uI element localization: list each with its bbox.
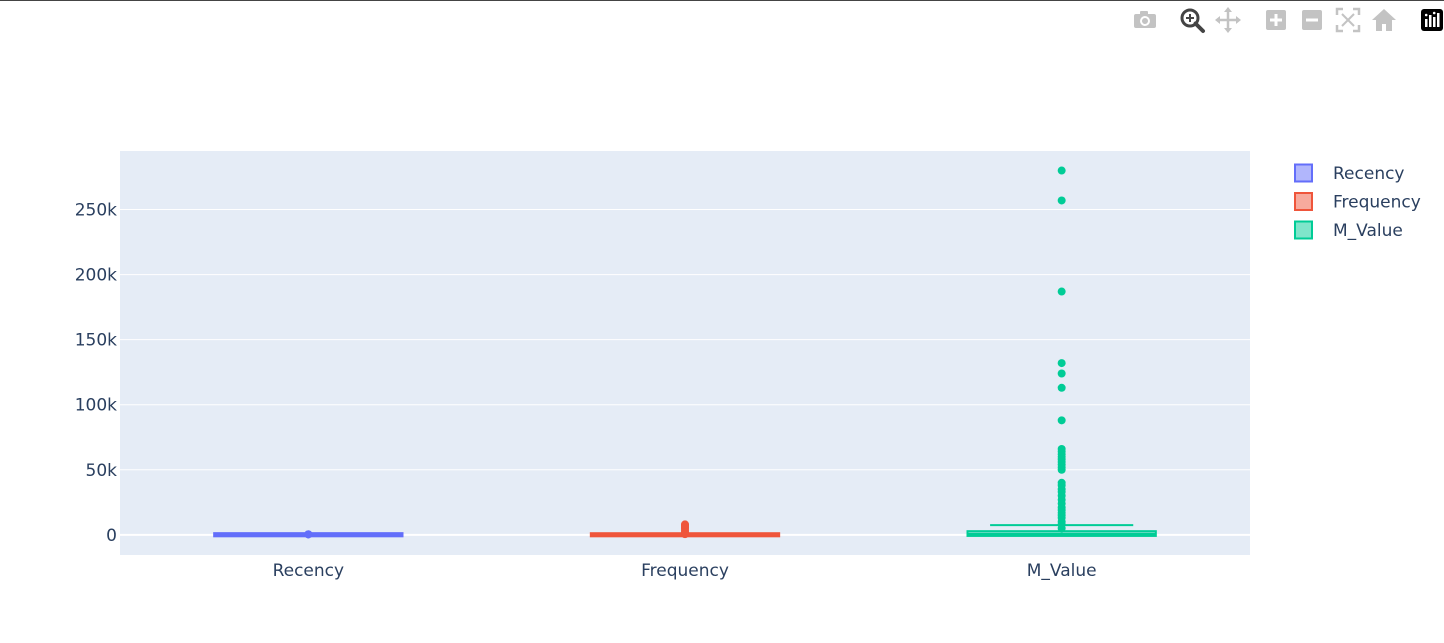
- window-top-border: [0, 0, 1444, 1]
- legend-swatch: [1294, 163, 1313, 183]
- outlier-point: [1057, 166, 1066, 175]
- outlier-point: [1057, 383, 1066, 392]
- legend-label: Frequency: [1333, 193, 1421, 213]
- legend-swatch: [1294, 192, 1313, 211]
- box-m-value[interactable]: [966, 166, 1157, 537]
- outlier-point: [1057, 287, 1066, 296]
- legend: Recency Frequency M_Value: [1294, 163, 1421, 241]
- plot-area[interactable]: [120, 151, 1250, 555]
- zoom-out-icon[interactable]: [1298, 6, 1326, 34]
- legend-item-m-value[interactable]: M_Value: [1294, 220, 1403, 241]
- outlier-point: [1057, 478, 1066, 487]
- x-tick-label: M_Value: [1027, 561, 1097, 581]
- pan-icon[interactable]: [1214, 6, 1242, 34]
- y-axis-ticks: 0 50k 100k 150k 200k 250k: [75, 201, 117, 546]
- y-tick-label: 50k: [86, 461, 118, 481]
- y-tick-label: 0: [106, 526, 117, 546]
- legend-label: M_Value: [1333, 221, 1403, 241]
- boxes: [213, 166, 1157, 539]
- y-tick-label: 200k: [75, 266, 117, 286]
- outlier-point: [1057, 369, 1066, 378]
- camera-icon[interactable]: [1130, 6, 1158, 34]
- outlier-point: [1057, 196, 1066, 205]
- outlier-point: [1057, 416, 1066, 425]
- box-frequency[interactable]: [589, 520, 781, 539]
- outlier-point: [681, 520, 689, 529]
- x-tick-label: Frequency: [641, 561, 729, 581]
- box-recency[interactable]: [213, 530, 404, 539]
- legend-swatch: [1294, 220, 1313, 240]
- zoom-in-icon[interactable]: [1262, 6, 1290, 34]
- modebar: [1128, 6, 1444, 34]
- legend-label: Recency: [1333, 164, 1405, 184]
- autoscale-icon[interactable]: [1334, 6, 1362, 34]
- x-tick-label: Recency: [273, 561, 345, 581]
- outlier-point: [1057, 359, 1066, 368]
- outlier-point: [1057, 444, 1066, 453]
- x-axis-ticks: Recency Frequency M_Value: [273, 561, 1097, 581]
- y-tick-label: 100k: [75, 396, 117, 416]
- outlier-point: [304, 530, 313, 539]
- legend-item-frequency[interactable]: Frequency: [1294, 192, 1421, 213]
- reset-axes-icon[interactable]: [1370, 6, 1398, 34]
- zoom-icon[interactable]: [1178, 6, 1206, 34]
- y-tick-label: 150k: [75, 331, 117, 351]
- grid-lines: [120, 209, 1250, 536]
- y-tick-label: 250k: [75, 201, 117, 221]
- plotly-logo-icon[interactable]: [1418, 6, 1444, 34]
- legend-item-recency[interactable]: Recency: [1294, 163, 1405, 184]
